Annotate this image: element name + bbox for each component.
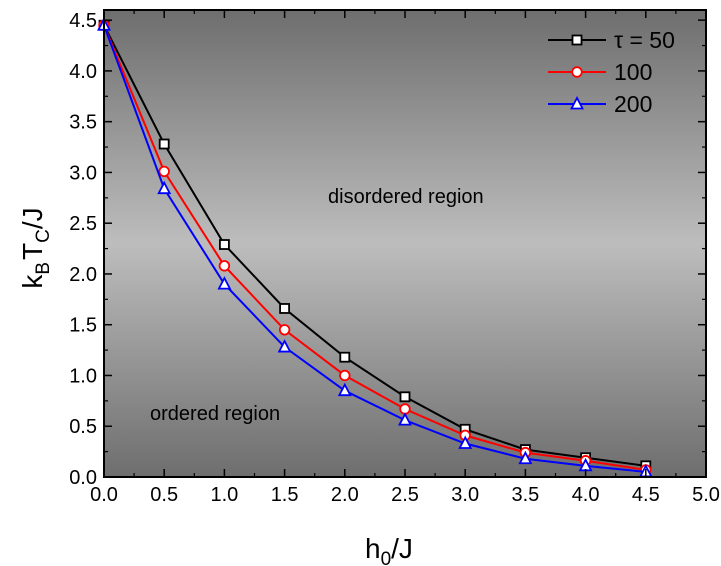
x-tick-label: 3.0 <box>451 484 479 506</box>
x-axis-title-main: h <box>365 533 381 564</box>
y-axis-title-t-sub: C <box>33 229 54 243</box>
y-tick-label: 2.5 <box>69 213 97 235</box>
data-point-triangle <box>217 276 232 290</box>
y-tick-label: 1.5 <box>69 315 97 337</box>
data-point-circle <box>218 260 231 272</box>
data-point-triangle <box>157 180 172 195</box>
series-layer <box>97 17 653 478</box>
y-tick-label: 4.0 <box>69 61 97 83</box>
x-tick-label: 0.0 <box>90 484 118 506</box>
x-tick-label: 5.0 <box>692 484 720 506</box>
y-axis-title-t: T <box>17 243 48 260</box>
y-axis-title-rest: /J <box>17 207 48 229</box>
data-point-circle <box>339 369 351 382</box>
data-point-triangle <box>398 412 412 426</box>
y-tick-label: 1.0 <box>69 365 97 387</box>
data-point-triangle <box>518 450 533 465</box>
x-tick-label: 1.5 <box>271 484 299 506</box>
ordered-region-label: ordered region <box>150 403 280 425</box>
x-tick-label: 1.0 <box>210 484 238 506</box>
data-point-square <box>339 351 351 363</box>
x-axis-title-rest: /J <box>391 533 413 564</box>
data-point-square <box>218 239 230 250</box>
x-tick-label: 4.5 <box>632 484 660 506</box>
data-point-square <box>279 303 291 314</box>
legend-label: 100 <box>614 59 652 85</box>
y-axis-title-k-sub: B <box>33 262 54 275</box>
plot-frame <box>103 9 707 478</box>
series-line-0 <box>103 24 646 467</box>
x-axis-title: h0/J <box>365 533 413 566</box>
legend-marker-square <box>571 34 583 46</box>
y-axis-title-k: k <box>17 274 48 289</box>
data-point-triangle <box>337 382 352 397</box>
data-point-circle <box>278 324 291 336</box>
data-point-triangle <box>277 339 292 353</box>
x-tick-label: 3.5 <box>511 484 539 506</box>
series-line-2 <box>103 24 646 473</box>
data-point-triangle <box>458 435 473 449</box>
x-tick-label: 2.5 <box>391 484 419 506</box>
data-point-square <box>399 391 411 403</box>
y-tick-label: 0.5 <box>69 416 97 438</box>
y-tick-label: 2.0 <box>69 264 97 286</box>
legend-marker-circle <box>571 66 583 78</box>
disordered-region-label: disordered region <box>328 186 484 208</box>
y-tick-label: 3.5 <box>69 112 97 134</box>
x-tick-label: 4.0 <box>572 484 600 506</box>
data-point-circle <box>158 165 170 178</box>
legend: τ = 50 100 200 <box>548 27 675 117</box>
x-tick-label: 2.0 <box>331 484 359 506</box>
y-axis-title: kBTC/J <box>17 207 54 288</box>
y-tick-label: 4.5 <box>69 10 97 32</box>
x-axis-title-sub: 0 <box>381 549 392 566</box>
y-tick-label: 3.0 <box>69 162 97 184</box>
legend-label: τ = 50 <box>614 27 675 53</box>
y-tick-label: 0.0 <box>69 467 97 489</box>
legend-label: 200 <box>614 91 652 117</box>
legend-marker-triangle <box>570 96 584 110</box>
x-tick-label: 0.5 <box>150 484 178 506</box>
series-line-1 <box>103 24 646 471</box>
data-point-square <box>158 138 170 150</box>
